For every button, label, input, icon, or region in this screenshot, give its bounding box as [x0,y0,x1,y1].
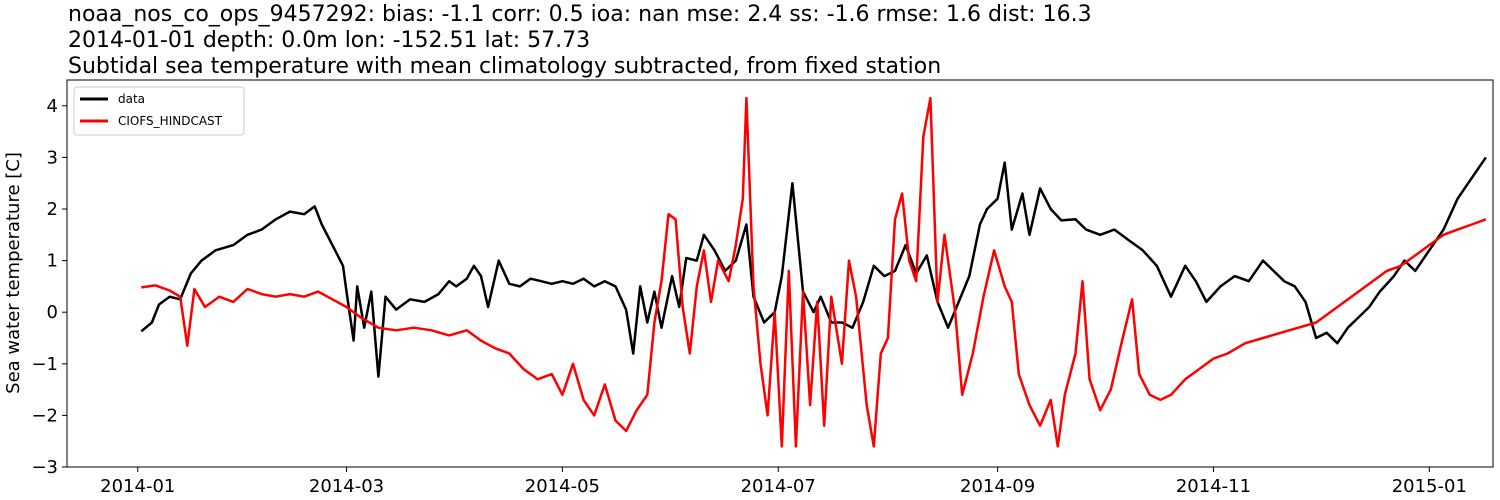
y-tick-label: −3 [31,457,58,478]
title-line-stats: noaa_nos_co_ops_9457292: bias: -1.1 corr… [68,2,1092,27]
y-tick-label: −1 [31,354,58,375]
x-tick-label: 2014-03 [309,476,384,497]
legend-box [73,86,245,136]
y-axis: −3 −2 −1 0 1 2 3 4 [31,96,67,478]
x-axis: 2014-01 2014-03 2014-05 2014-07 2014-09 2014-… [100,467,1467,497]
series-layer [140,96,1487,448]
title-line-location: 2014-01-01 depth: 0.0m lon: -152.51 lat:… [68,28,591,53]
y-tick-label: −2 [31,405,58,426]
x-tick-label: 2014-07 [741,476,816,497]
chart-title: noaa_nos_co_ops_9457292: bias: -1.1 corr… [68,2,1092,80]
title-line-description: Subtidal sea temperature with mean clima… [68,54,942,79]
x-tick-label: 2015-01 [1392,476,1467,497]
legend: data CIOFS_HINDCAST [73,86,245,136]
series-line-ciofs-hindcast [141,96,1487,448]
y-tick-label: 4 [47,96,58,117]
y-axis-label: Sea water temperature [C] [3,152,24,394]
x-tick-label: 2014-09 [960,476,1035,497]
legend-label-data: data [118,92,145,106]
y-tick-label: 3 [47,147,58,168]
plot-frame [66,79,1494,468]
x-tick-label: 2014-01 [100,476,175,497]
y-tick-label: 1 [47,251,58,272]
y-tick-label: 0 [47,302,58,323]
legend-label-ciofs: CIOFS_HINDCAST [118,114,223,128]
x-tick-label: 2014-11 [1176,476,1251,497]
y-tick-label: 2 [47,199,58,220]
x-tick-label: 2014-05 [525,476,600,497]
